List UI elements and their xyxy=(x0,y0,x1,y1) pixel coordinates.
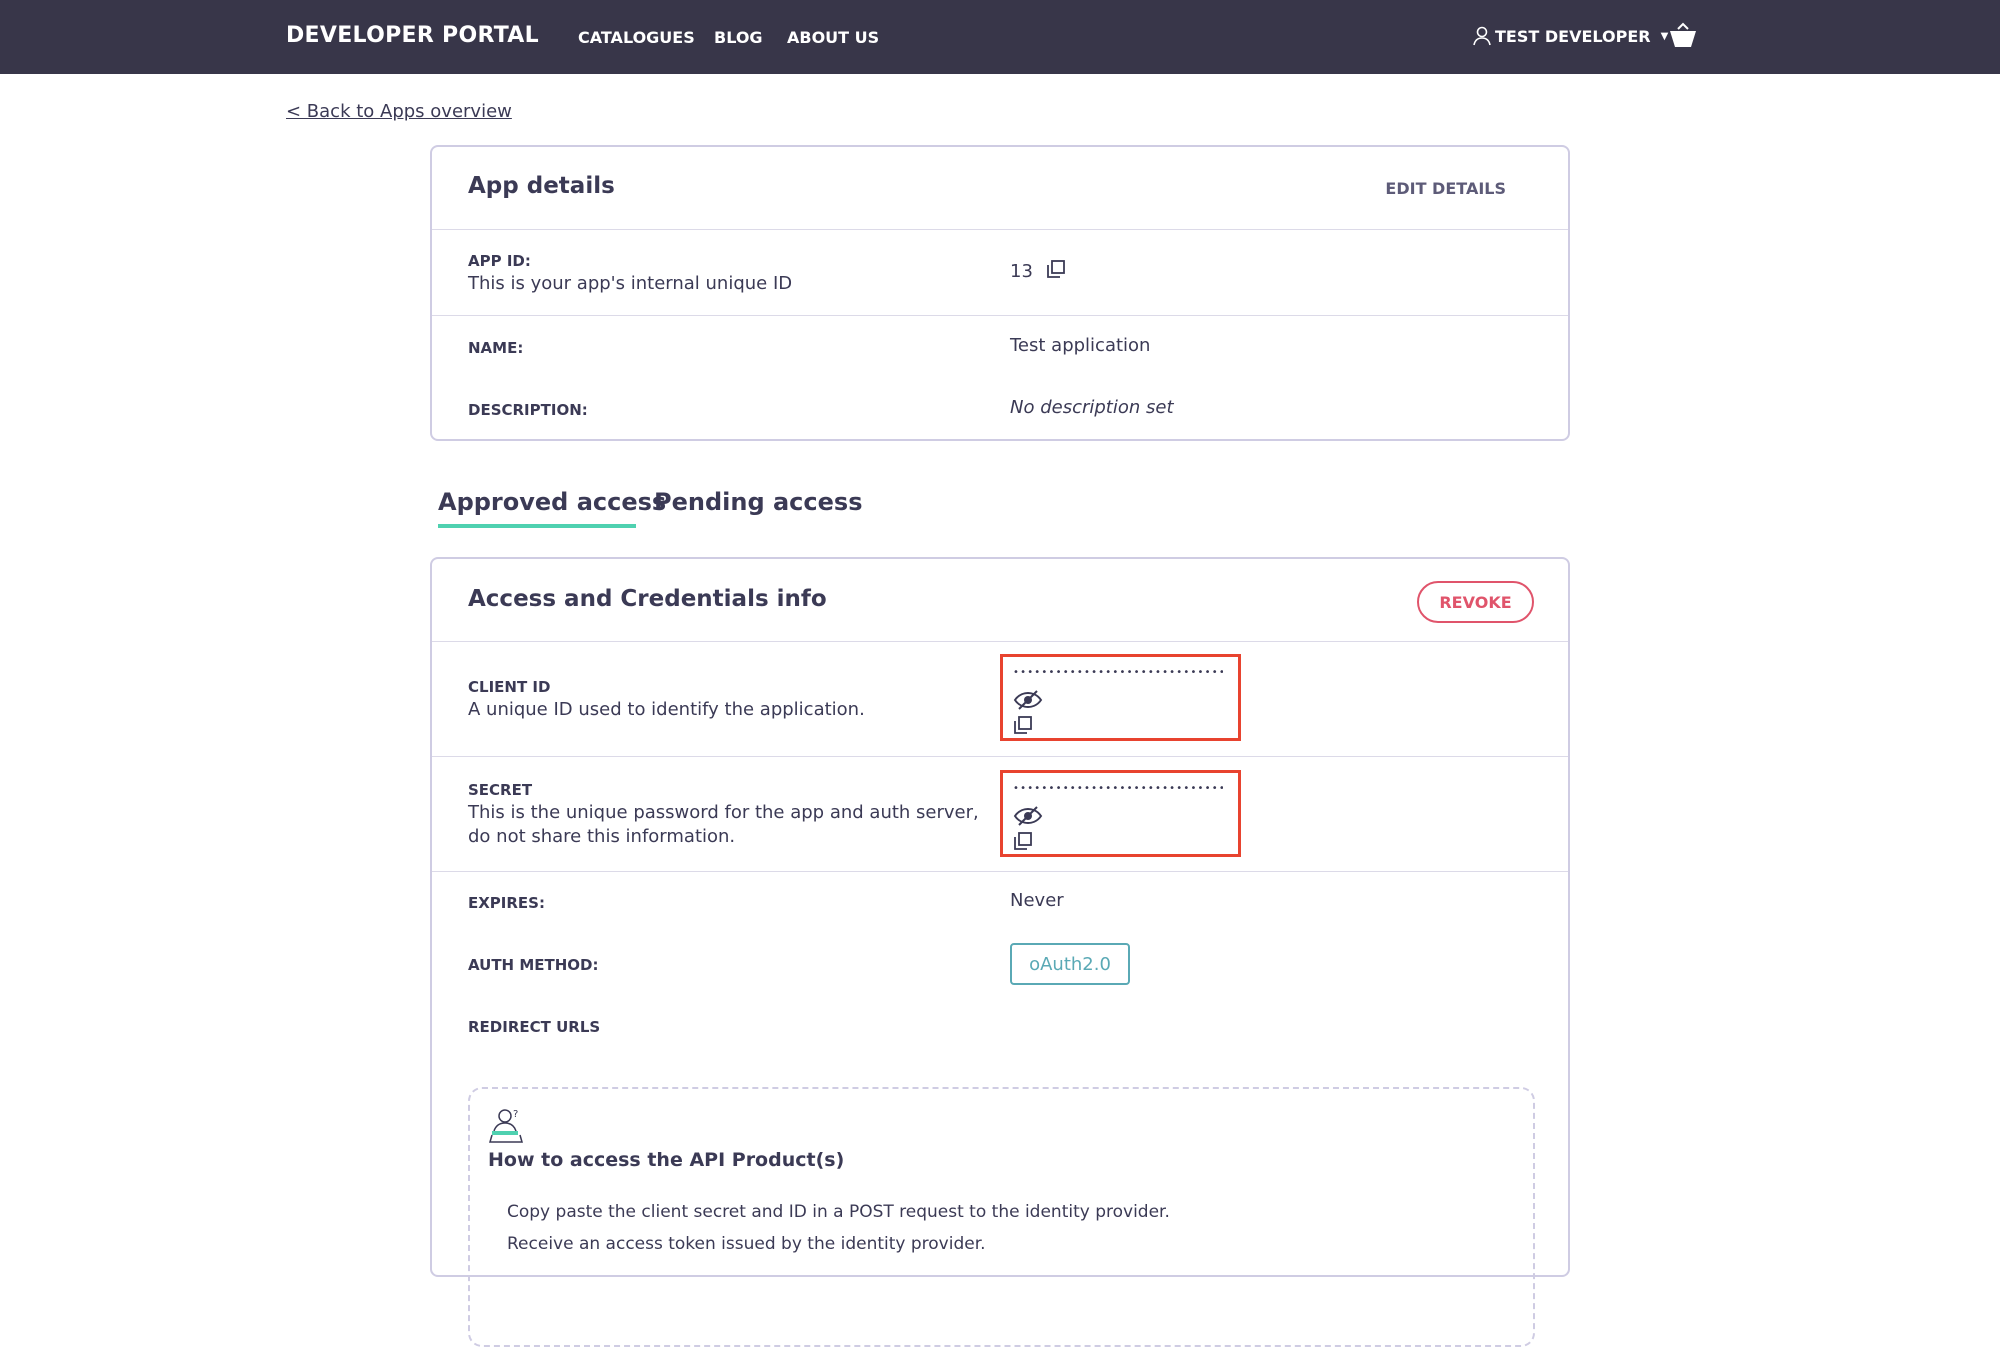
secret-masked: •••••••••••••••••••••••••••••• xyxy=(1013,783,1223,794)
brand-logo[interactable]: DEVELOPER PORTAL xyxy=(286,23,539,48)
active-tab-underline xyxy=(438,524,636,528)
secret-label: SECRET xyxy=(468,781,533,799)
developer-help-icon: ? xyxy=(489,1109,523,1143)
how-to-step-1: Copy paste the client secret and ID in a… xyxy=(507,1202,1170,1222)
svg-text:?: ? xyxy=(513,1109,518,1120)
eye-slash-icon[interactable] xyxy=(1013,690,1043,710)
redirect-urls-label: REDIRECT URLS xyxy=(468,1018,601,1036)
nav-about-us[interactable]: ABOUT US xyxy=(787,28,880,47)
copy-icon[interactable] xyxy=(1013,715,1033,735)
access-credentials-card: Access and Credentials info REVOKE CLIEN… xyxy=(430,557,1570,1347)
description-value: No description set xyxy=(1010,397,1174,418)
name-label: NAME: xyxy=(468,339,524,357)
client-id-description: A unique ID used to identify the applica… xyxy=(468,699,865,720)
secret-field: •••••••••••••••••••••••••••••• xyxy=(1000,770,1241,857)
nav-blog[interactable]: BLOG xyxy=(714,28,763,47)
client-id-label: CLIENT ID xyxy=(468,678,551,696)
how-to-access-box: ? How to access the API Product(s) Copy … xyxy=(468,1087,1535,1347)
access-title: Access and Credentials info xyxy=(468,586,827,612)
basket-icon[interactable] xyxy=(1668,22,1698,50)
caret-down-icon: ▼ xyxy=(1660,30,1669,42)
user-menu[interactable]: TEST DEVELOPER ▼ xyxy=(1473,26,1668,46)
secret-description-1: This is the unique password for the app … xyxy=(468,802,979,823)
tab-pending-access[interactable]: Pending access xyxy=(654,488,863,516)
client-id-field: •••••••••••••••••••••••••••••• xyxy=(1000,654,1241,741)
app-id-value: 13 xyxy=(1010,261,1033,282)
auth-method-label: AUTH METHOD: xyxy=(468,956,599,974)
secret-description-2: do not share this information. xyxy=(468,826,736,847)
app-id-label: APP ID: xyxy=(468,252,531,270)
expires-label: EXPIRES: xyxy=(468,894,545,912)
user-icon xyxy=(1473,26,1491,46)
how-to-access-title: How to access the API Product(s) xyxy=(488,1149,845,1171)
name-value: Test application xyxy=(1010,335,1151,356)
edit-details-button[interactable]: EDIT DETAILS xyxy=(1385,179,1506,198)
client-id-masked: •••••••••••••••••••••••••••••• xyxy=(1013,667,1223,678)
eye-slash-icon[interactable] xyxy=(1013,806,1043,826)
copy-icon[interactable] xyxy=(1046,259,1066,279)
app-id-description: This is your app's internal unique ID xyxy=(468,273,793,294)
description-label: DESCRIPTION: xyxy=(468,401,588,419)
app-details-card: App details EDIT DETAILS APP ID: This is… xyxy=(430,145,1570,441)
user-name: TEST DEVELOPER xyxy=(1495,26,1651,46)
back-to-apps-link[interactable]: < Back to Apps overview xyxy=(286,101,512,122)
auth-method-badge: oAuth2.0 xyxy=(1010,943,1130,985)
app-details-title: App details xyxy=(468,173,615,199)
how-to-step-2: Receive an access token issued by the id… xyxy=(507,1234,986,1254)
nav-catalogues[interactable]: CATALOGUES xyxy=(578,28,695,47)
tab-approved-access[interactable]: Approved access xyxy=(438,488,667,516)
revoke-button[interactable]: REVOKE xyxy=(1417,581,1534,623)
top-navbar: DEVELOPER PORTAL CATALOGUES BLOG ABOUT U… xyxy=(0,0,2000,74)
copy-icon[interactable] xyxy=(1013,831,1033,851)
expires-value: Never xyxy=(1010,890,1064,911)
